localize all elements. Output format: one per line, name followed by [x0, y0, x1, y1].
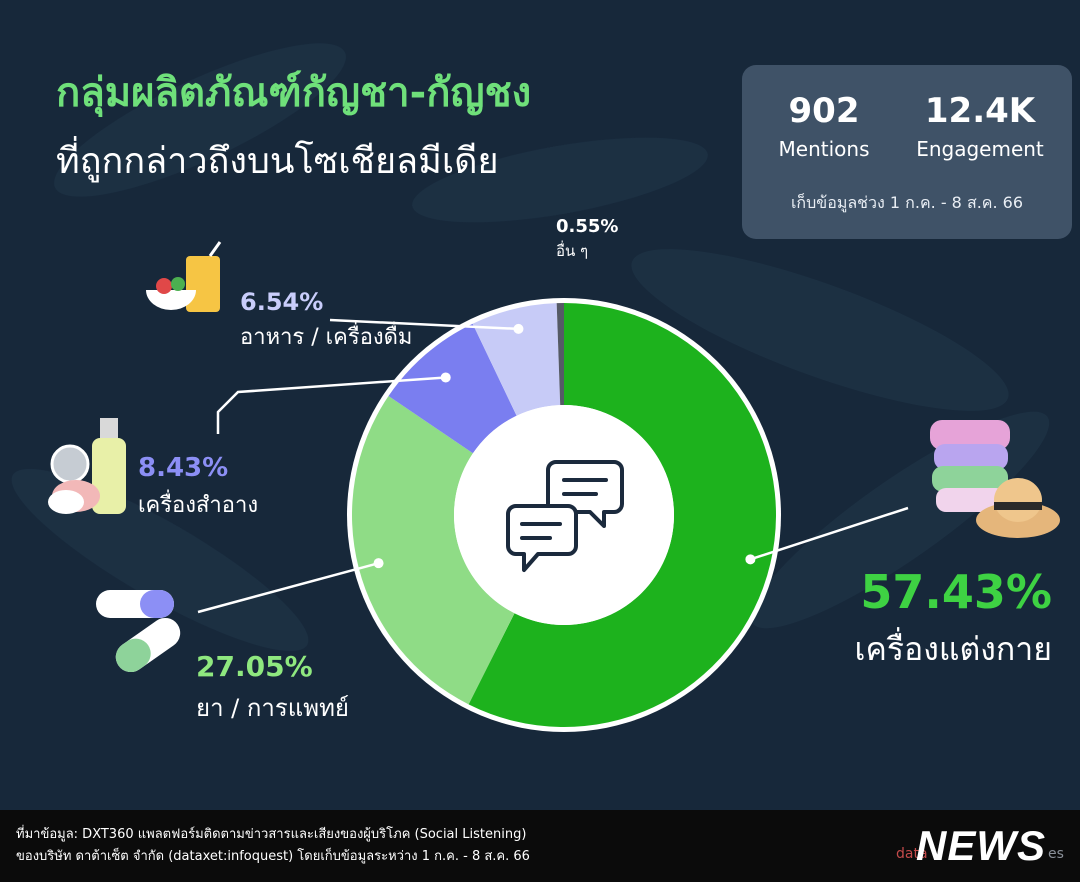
- donut-slice-2: [351, 396, 515, 705]
- engagement-label: Engagement: [916, 137, 1044, 161]
- slice-value-label-2: 27.05%: [196, 650, 313, 683]
- leader-line-2: [197, 561, 379, 614]
- collection-period: เก็บข้อมูลช่วง 1 ก.ค. - 8 ส.ค. 66: [790, 193, 1024, 212]
- mentions-value: 902: [788, 91, 860, 131]
- mentions-stat: 902 Mentions: [764, 89, 884, 163]
- engagement-value: 12.4K: [924, 91, 1036, 131]
- leader-dot-1: [745, 554, 756, 565]
- leader-dot-4: [513, 323, 524, 334]
- stats-panel: 902 Mentions 12.4K Engagement เก็บข้อมูล…: [742, 65, 1072, 239]
- donut-slice-3: [388, 323, 517, 454]
- slice-category-label-3: เครื่องสำอาง: [138, 489, 258, 518]
- cosmetics-icon: [48, 418, 126, 514]
- chart-title: กลุ่มผลิตภัณฑ์กัญชา-กัญชง: [56, 70, 532, 116]
- chat-bubbles-icon: [454, 405, 674, 625]
- slice-value-label-1: 57.43%: [860, 565, 1052, 619]
- source-line-1: ที่มาข้อมูล: DXT360 แพลตฟอร์มติดตามข่าวส…: [16, 827, 527, 842]
- leader-dot-3: [440, 372, 451, 383]
- data-source: ที่มาข้อมูล: DXT360 แพลตฟอร์มติดตามข่าวส…: [16, 824, 530, 868]
- engagement-stat: 12.4K Engagement: [900, 89, 1060, 163]
- logo-suffix: es: [1048, 846, 1064, 862]
- donut-slice-5: [556, 303, 564, 406]
- donut-slice-4: [472, 303, 561, 416]
- slice-value-label-3: 8.43%: [138, 453, 228, 483]
- slice-value-label-5: 0.55%: [556, 216, 618, 237]
- clothes-hat-icon: [930, 420, 1060, 538]
- slice-category-label-5: อื่น ๆ: [556, 240, 588, 260]
- food-drink-icon: [146, 241, 222, 312]
- slice-value-label-4: 6.54%: [240, 288, 323, 316]
- capsule-pill-icon: [96, 590, 181, 673]
- leader-line-4: [329, 318, 519, 331]
- source-line-2: ของบริษัท ดาต้าเซ็ต จำกัด (dataxet:infoq…: [16, 849, 530, 864]
- news-logo: NEWS: [916, 822, 1046, 869]
- donut-slice-1: [468, 303, 776, 727]
- leader-line-3: [216, 376, 446, 434]
- slice-category-label-1: เครื่องแต่งกาย: [855, 627, 1053, 668]
- logo-prefix: data: [896, 846, 928, 862]
- slice-category-label-4: อาหาร / เครื่องดื่ม: [240, 321, 412, 350]
- donut-chart: 57.43% เครื่องแต่งกาย 27.05% ยา / การแพทย์ 8…: [48, 216, 1060, 732]
- slice-labels: 57.43% เครื่องแต่งกาย 27.05% ยา / การแพทย์ 8…: [138, 216, 1052, 722]
- slice-category-label-2: ยา / การแพทย์: [196, 694, 349, 722]
- leader-lines: [197, 318, 909, 614]
- leader-dot-2: [373, 558, 384, 569]
- chart-subtitle: ที่ถูกกล่าวถึงบนโซเชียลมีเดีย: [56, 141, 499, 182]
- mentions-label: Mentions: [778, 137, 870, 161]
- leader-line-1: [750, 506, 909, 561]
- footer-bar: ที่มาข้อมูล: DXT360 แพลตฟอร์มติดตามข่าวส…: [0, 810, 1080, 882]
